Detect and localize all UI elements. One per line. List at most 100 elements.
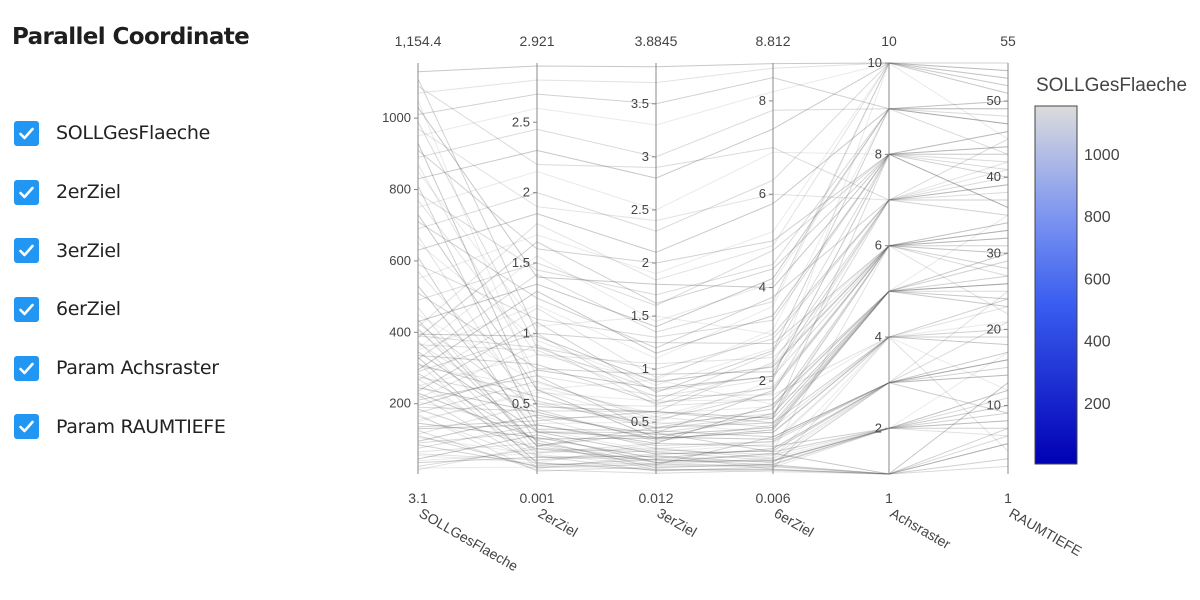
data-line [417, 149, 1009, 264]
checkbox-checked-icon[interactable] [14, 238, 39, 264]
data-line [417, 413, 1009, 472]
axis-min-label: 1 [1004, 490, 1012, 506]
axis-title: SOLLGesFlaeche [417, 505, 522, 575]
axis-tick-label: 400 [389, 324, 411, 339]
axis-tick-label: 6 [759, 186, 766, 201]
data-line [417, 62, 1009, 423]
data-line [417, 142, 1009, 419]
axis-title: Achsraster [888, 505, 954, 552]
axis-min-label: 1 [885, 490, 893, 506]
data-line [417, 153, 1008, 406]
axis-tick-label: 8 [759, 93, 766, 108]
data-line [417, 356, 1009, 475]
data-line [417, 62, 1009, 232]
data-line [417, 237, 1009, 383]
axis-tick-label: 6 [875, 238, 882, 253]
axis-tick-label: 2 [875, 420, 882, 435]
data-line [417, 108, 1009, 296]
data-line [417, 397, 1009, 467]
data-line [417, 169, 1009, 381]
data-line [417, 245, 1008, 418]
toggle-param-raumtiefe[interactable]: Param RAUMTIEFE [14, 397, 226, 456]
data-line [417, 131, 1009, 371]
data-line [417, 382, 1009, 464]
data-line [417, 77, 1009, 115]
axis-tick-label: 2.5 [631, 202, 649, 217]
toggle-3erziel[interactable]: 3erZiel [14, 221, 226, 280]
toggle-2erziel[interactable]: 2erZiel [14, 163, 226, 222]
axis-tick-label: 0.5 [512, 396, 530, 411]
data-line [417, 427, 1009, 475]
data-line [417, 351, 1009, 440]
axis-tick-label: 3.5 [631, 96, 649, 111]
axis-tick-label: 1 [642, 361, 649, 376]
axis-max-label: 1,154.4 [395, 33, 442, 49]
axis-min-label: 0.006 [755, 490, 790, 506]
toggle-6erziel[interactable]: 6erZiel [14, 280, 226, 339]
axis-max-label: 2.921 [519, 33, 554, 49]
axis-tick-label: 1000 [382, 110, 411, 125]
data-line [417, 290, 1008, 442]
data-line [417, 328, 1009, 434]
axis-tick-label: 2 [642, 255, 649, 270]
data-line [417, 283, 1009, 442]
data-line [417, 199, 1008, 398]
data-line [417, 108, 1009, 328]
data-line [417, 336, 1009, 440]
data-line [417, 229, 1009, 429]
checkbox-checked-icon[interactable] [14, 120, 39, 146]
axis-tick-label: 10 [868, 55, 882, 70]
axis-tick-label: 8 [875, 146, 882, 161]
data-line [417, 128, 1009, 222]
axis-max-label: 55 [1000, 33, 1016, 49]
axis-min-label: 0.012 [638, 490, 673, 506]
data-line [417, 359, 1009, 459]
data-line [417, 235, 1008, 429]
data-line [417, 171, 1008, 335]
toggle-label: 2erZiel [56, 181, 121, 204]
data-line [417, 214, 1009, 439]
data-line [417, 153, 1009, 338]
axis-tick-label: 800 [389, 182, 411, 197]
checkbox-checked-icon[interactable] [14, 296, 39, 322]
data-line [417, 62, 1009, 360]
data-line [417, 62, 1009, 73]
data-line [417, 85, 1009, 201]
data-line [417, 78, 1009, 345]
data-line [417, 62, 1009, 94]
checkbox-checked-icon[interactable] [14, 179, 39, 205]
data-line [417, 153, 1009, 402]
axis-min-label: 3.1 [408, 490, 428, 506]
data-line [417, 176, 1009, 413]
colorbar-tick-label: 600 [1084, 271, 1111, 288]
data-line [417, 328, 1009, 450]
data-line [417, 199, 1009, 375]
data-line [417, 107, 1009, 289]
data-line [417, 100, 1009, 405]
data-line [417, 245, 1009, 430]
data-line [417, 336, 1008, 453]
data-line [417, 245, 1008, 406]
data-line [417, 191, 1009, 370]
axis-tick-label: 600 [389, 253, 411, 268]
checkbox-checked-icon[interactable] [14, 414, 39, 440]
toggle-param-achsraster[interactable]: Param Achsraster [14, 339, 226, 398]
checkbox-checked-icon[interactable] [14, 355, 39, 381]
axis-tick-label: 10 [987, 398, 1001, 413]
axis-tick-label: 40 [987, 169, 1001, 184]
data-line [417, 257, 1008, 464]
axis-max-label: 10 [881, 33, 897, 49]
data-line [417, 366, 1009, 468]
data-line [417, 153, 1009, 444]
data-line [417, 100, 1009, 387]
data-line [417, 222, 1009, 386]
data-line [417, 394, 1009, 475]
data-line [417, 285, 1009, 455]
data-line [417, 372, 1009, 469]
data-line [417, 260, 1009, 407]
data-line [417, 374, 1009, 460]
axis-max-label: 3.8845 [635, 33, 678, 49]
toggle-sollgesflaeche[interactable]: SOLLGesFlaeche [14, 104, 226, 163]
data-line [417, 62, 1008, 328]
